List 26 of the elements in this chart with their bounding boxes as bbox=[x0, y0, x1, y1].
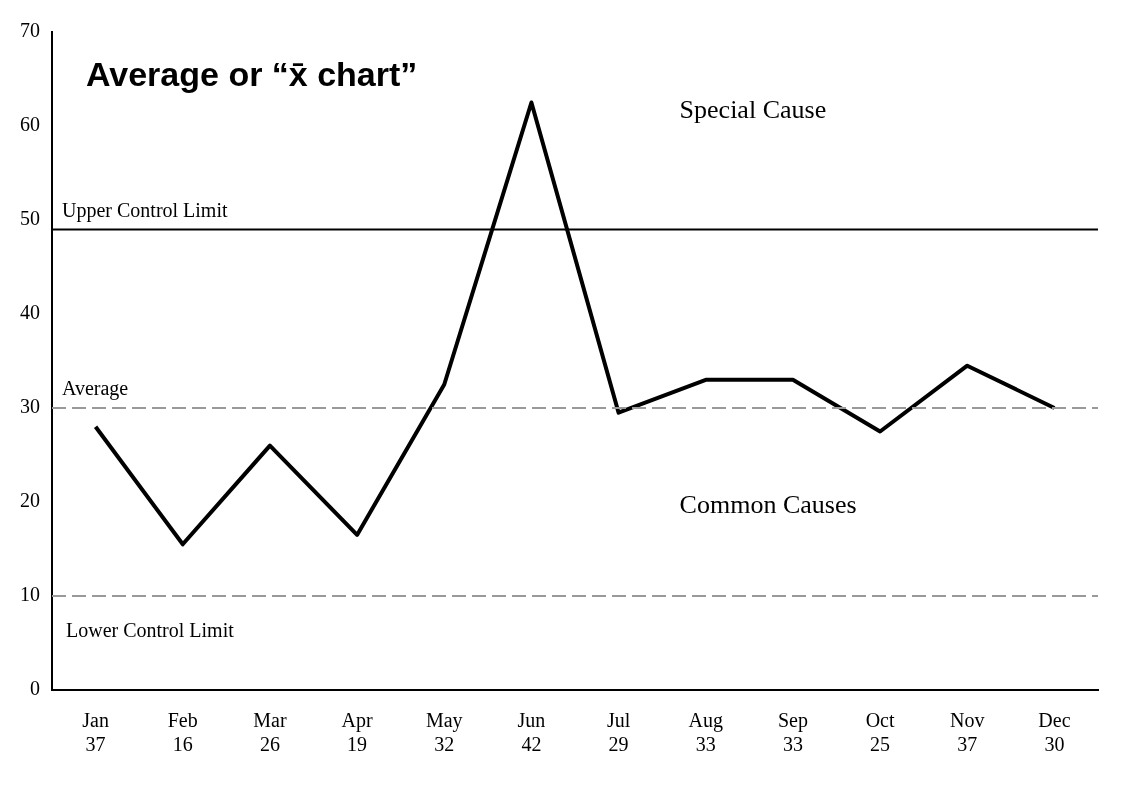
x-tick-label: Oct 25 bbox=[865, 709, 895, 756]
y-tick-label: 70 bbox=[20, 19, 40, 42]
y-tick-label: 50 bbox=[20, 207, 40, 230]
x-tick-label: Jun 42 bbox=[517, 709, 546, 756]
x-tick-label: Aug 33 bbox=[688, 709, 723, 756]
y-tick-label: 60 bbox=[20, 113, 40, 136]
x-tick-label: May 32 bbox=[425, 709, 463, 756]
y-tick-label: 10 bbox=[20, 583, 40, 606]
x-tick-label: Sep 33 bbox=[777, 709, 808, 756]
x-tick-label: Feb 16 bbox=[167, 709, 198, 756]
x-tick-label: Mar 26 bbox=[253, 709, 287, 756]
x-tick-label: Nov 37 bbox=[950, 709, 985, 756]
annotation: Special Cause bbox=[679, 94, 827, 124]
x-tick-label: Jul 29 bbox=[606, 709, 631, 756]
x-tick-label: Jan 37 bbox=[82, 709, 109, 756]
x-tick-label: Apr 19 bbox=[341, 709, 373, 756]
annotation: Common Causes bbox=[679, 489, 857, 519]
y-tick-label: 0 bbox=[30, 677, 40, 700]
ref-line-label: Upper Control Limit bbox=[62, 198, 228, 222]
y-tick-label: 30 bbox=[20, 395, 40, 418]
ref-line-label: Average bbox=[62, 377, 129, 401]
ref-line-label: Lower Control Limit bbox=[66, 619, 235, 642]
text: Average or “x̄ chart” bbox=[86, 55, 418, 94]
x-tick-label: Dec 30 bbox=[1038, 709, 1071, 756]
y-tick-label: 20 bbox=[20, 489, 40, 512]
y-tick-label: 40 bbox=[20, 301, 40, 324]
